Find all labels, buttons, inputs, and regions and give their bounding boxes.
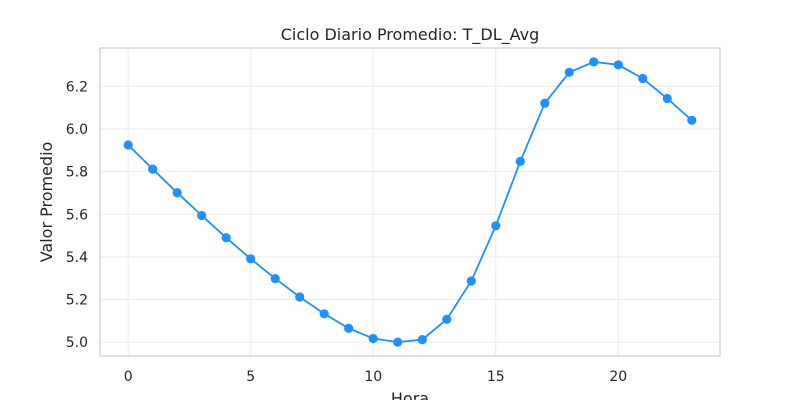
data-point bbox=[564, 67, 574, 77]
y-tick-label: 6.2 bbox=[66, 79, 88, 95]
y-axis-ticks: 5.0 5.2 5.4 5.6 5.8 6.0 6.2 bbox=[66, 79, 88, 351]
data-point bbox=[638, 73, 648, 84]
data-point bbox=[172, 188, 182, 198]
x-tick-label: 15 bbox=[487, 369, 505, 385]
y-tick-label: 5.8 bbox=[66, 165, 88, 181]
plot-frame bbox=[99, 47, 721, 357]
x-axis-label: Hora bbox=[391, 389, 429, 400]
y-tick-label: 5.6 bbox=[66, 207, 88, 223]
data-point bbox=[466, 276, 476, 286]
data-point bbox=[197, 210, 207, 221]
series-line bbox=[127, 60, 693, 344]
x-tick-label: 20 bbox=[609, 369, 627, 385]
grid-lines bbox=[100, 48, 720, 356]
data-point bbox=[221, 233, 231, 243]
y-tick-label: 5.2 bbox=[66, 293, 88, 309]
x-axis-ticks: 0 5 10 15 20 bbox=[124, 369, 627, 385]
data-points bbox=[123, 57, 697, 347]
x-tick-label: 10 bbox=[364, 369, 382, 385]
data-point bbox=[246, 254, 256, 264]
data-point bbox=[662, 93, 672, 104]
data-point bbox=[148, 164, 158, 174]
data-point bbox=[417, 335, 427, 345]
data-point bbox=[491, 221, 501, 231]
x-tick-label: 0 bbox=[124, 369, 133, 385]
y-tick-label: 6.0 bbox=[66, 122, 88, 138]
y-tick-label: 5.0 bbox=[66, 335, 88, 351]
data-point bbox=[368, 333, 378, 344]
data-point bbox=[295, 292, 305, 302]
chart-title: Ciclo Diario Promedio: T_DL_Avg bbox=[281, 25, 540, 45]
data-point bbox=[123, 140, 133, 150]
data-point bbox=[442, 314, 452, 324]
data-point bbox=[540, 98, 550, 108]
y-tick-label: 5.4 bbox=[66, 250, 88, 266]
data-point bbox=[319, 309, 329, 319]
data-point bbox=[613, 60, 623, 70]
data-point bbox=[589, 57, 599, 67]
data-point bbox=[515, 156, 525, 166]
y-axis-label: Valor Promedio bbox=[37, 142, 56, 263]
data-point bbox=[344, 323, 354, 333]
x-tick-label: 5 bbox=[246, 369, 255, 385]
data-point bbox=[270, 274, 280, 284]
data-point bbox=[393, 337, 403, 347]
data-point bbox=[687, 115, 697, 125]
